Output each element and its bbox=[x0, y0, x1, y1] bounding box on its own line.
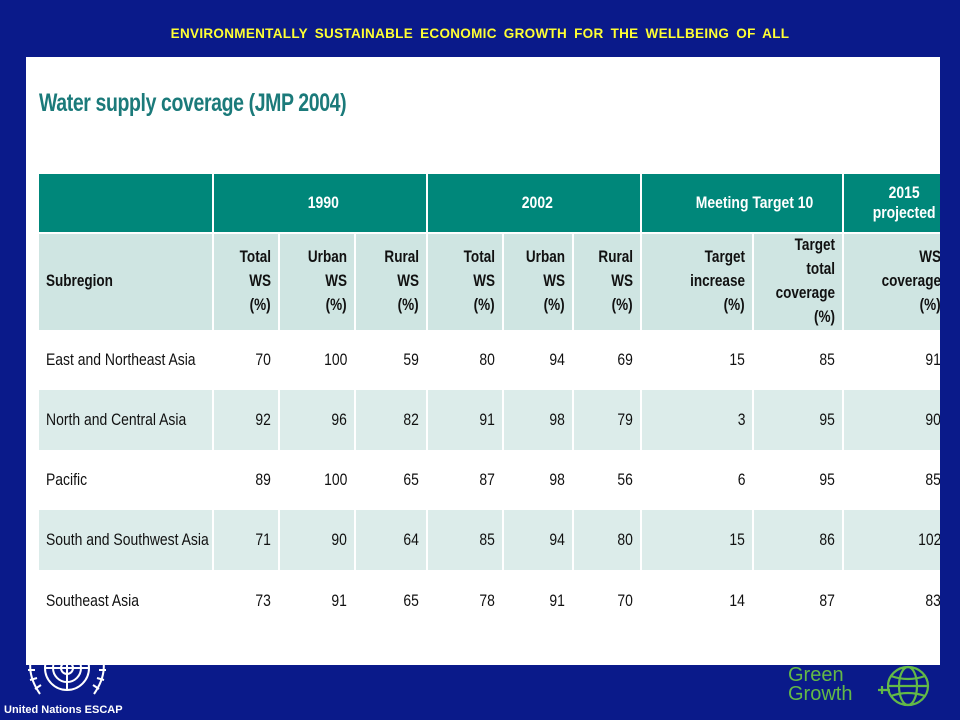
value-cell: 100 bbox=[279, 450, 356, 510]
value-cell: 70 bbox=[573, 570, 643, 632]
green-growth-logo: Green Growth bbox=[780, 660, 950, 712]
value-cell: 92 bbox=[213, 390, 280, 450]
value-cell: 80 bbox=[573, 510, 643, 570]
value-cell: 65 bbox=[355, 570, 429, 632]
column-header: WS coverage (%) bbox=[843, 233, 940, 330]
value-cell: 65 bbox=[355, 450, 429, 510]
value-cell: 98 bbox=[503, 450, 575, 510]
value-cell: 6 bbox=[641, 450, 755, 510]
subregion-cell: Pacific bbox=[39, 450, 214, 510]
slide-banner: ENVIRONMENTALLY SUSTAINABLE ECONOMIC GRO… bbox=[0, 0, 960, 56]
value-cell: 90 bbox=[843, 390, 940, 450]
value-cell: 90 bbox=[279, 510, 356, 570]
column-header: Rural WS (%) bbox=[355, 233, 429, 330]
value-cell: 98 bbox=[503, 390, 575, 450]
value-cell: 79 bbox=[573, 390, 643, 450]
value-cell: 15 bbox=[641, 330, 755, 390]
value-cell: 91 bbox=[843, 330, 940, 390]
group-header-2002: 2002 bbox=[427, 174, 643, 234]
value-cell: 80 bbox=[427, 330, 505, 390]
value-cell: 3 bbox=[641, 390, 755, 450]
green-growth-text: Green Growth bbox=[788, 664, 853, 705]
value-cell: 85 bbox=[427, 510, 505, 570]
value-cell: 69 bbox=[573, 330, 643, 390]
value-cell: 87 bbox=[753, 570, 845, 632]
subregion-cell: Southeast Asia bbox=[39, 570, 214, 632]
un-emblem-icon bbox=[28, 643, 106, 695]
table-row: Southeast Asia 73 91 65 78 91 70 14 87 83 bbox=[39, 570, 940, 632]
water-supply-table: 1990 2002 Meeting Target 10 2015 project… bbox=[39, 174, 940, 632]
banner-title: ENVIRONMENTALLY SUSTAINABLE ECONOMIC GRO… bbox=[170, 26, 790, 41]
un-escap-label: United Nations ESCAP bbox=[4, 704, 123, 716]
column-header-subregion: Subregion bbox=[39, 233, 214, 330]
value-cell: 94 bbox=[503, 330, 575, 390]
slide-title: Water supply coverage (JMP 2004) bbox=[39, 89, 347, 117]
value-cell: 73 bbox=[213, 570, 280, 632]
table-row: East and Northeast Asia 70 100 59 80 94 69 15 85… bbox=[39, 330, 940, 390]
group-header-empty bbox=[39, 174, 214, 234]
value-cell: 87 bbox=[427, 450, 505, 510]
value-cell: 71 bbox=[213, 510, 280, 570]
table-row: South and Southwest Asia 71 90 64 85 94 80 15 86… bbox=[39, 510, 940, 570]
column-header: Urban WS (%) bbox=[279, 233, 356, 330]
content-panel: Water supply coverage (JMP 2004) 1990 20… bbox=[26, 57, 940, 665]
green-globe-icon bbox=[878, 665, 930, 707]
value-cell: 64 bbox=[355, 510, 429, 570]
subregion-cell: North and Central Asia bbox=[39, 390, 214, 450]
column-header: Total WS (%) bbox=[213, 233, 280, 330]
subregion-cell: South and Southwest Asia bbox=[39, 510, 214, 570]
value-cell: 15 bbox=[641, 510, 755, 570]
value-cell: 91 bbox=[427, 390, 505, 450]
value-cell: 82 bbox=[355, 390, 429, 450]
value-cell: 95 bbox=[753, 450, 845, 510]
value-cell: 85 bbox=[753, 330, 845, 390]
value-cell: 91 bbox=[279, 570, 356, 632]
value-cell: 89 bbox=[213, 450, 280, 510]
table-row: Pacific 89 100 65 87 98 56 6 95 85 bbox=[39, 450, 940, 510]
value-cell: 86 bbox=[753, 510, 845, 570]
column-header: Rural WS (%) bbox=[573, 233, 643, 330]
column-header-row: Subregion Total WS (%) Urban WS (%) Rural WS(… bbox=[39, 233, 940, 330]
value-cell: 91 bbox=[503, 570, 575, 632]
value-cell: 83 bbox=[843, 570, 940, 632]
value-cell: 95 bbox=[753, 390, 845, 450]
value-cell: 85 bbox=[843, 450, 940, 510]
value-cell: 56 bbox=[573, 450, 643, 510]
group-header-target10: Meeting Target 10 bbox=[641, 174, 845, 234]
value-cell: 100 bbox=[279, 330, 356, 390]
value-cell: 96 bbox=[279, 390, 356, 450]
value-cell: 70 bbox=[213, 330, 280, 390]
subregion-cell: East and Northeast Asia bbox=[39, 330, 214, 390]
column-header: Total WS (%) bbox=[427, 233, 505, 330]
group-header-1990: 1990 bbox=[213, 174, 429, 234]
group-header-2015: 2015 projected bbox=[843, 174, 940, 234]
column-header: Target total coverage (%) bbox=[753, 233, 845, 330]
column-header: Target increase (%) bbox=[641, 233, 755, 330]
value-cell: 94 bbox=[503, 510, 575, 570]
value-cell: 59 bbox=[355, 330, 429, 390]
table-row: North and Central Asia 92 96 82 91 98 79 3 95 90 bbox=[39, 390, 940, 450]
value-cell: 102 bbox=[843, 510, 940, 570]
value-cell: 14 bbox=[641, 570, 755, 632]
column-header: Urban WS (%) bbox=[503, 233, 575, 330]
group-header-row: 1990 2002 Meeting Target 10 2015 project… bbox=[39, 174, 940, 234]
value-cell: 78 bbox=[427, 570, 505, 632]
